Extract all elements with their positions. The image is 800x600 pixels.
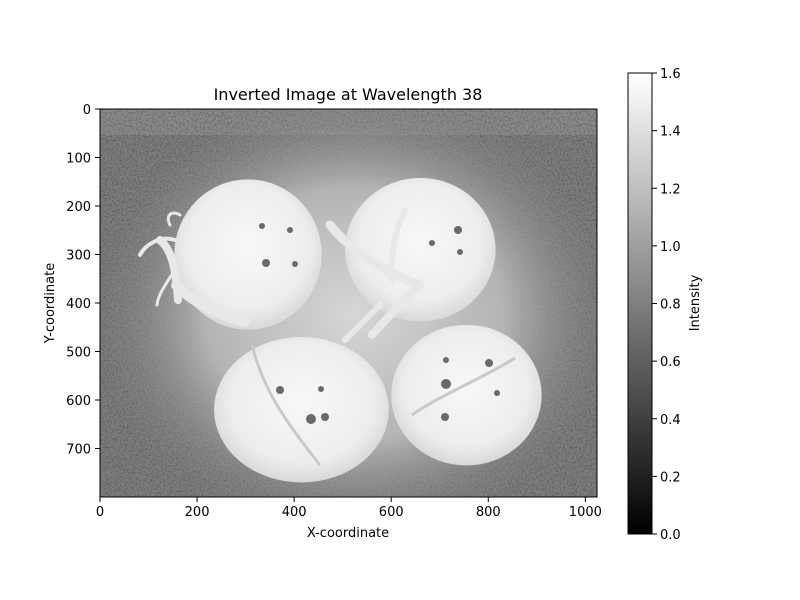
colorbar-ticks: 0.0 0.2 0.4 0.6 0.8 1.0 1.2 1.4 1.6 (652, 67, 681, 543)
tomato-layer (174, 177, 542, 483)
spot (318, 386, 324, 392)
tomato-3 (214, 336, 389, 483)
colorbar-label: Intensity (688, 274, 703, 331)
colorbar-tick-label: 1.6 (660, 67, 681, 82)
x-axis: 0 200 400 600 800 1000 (96, 497, 602, 520)
x-axis-label: X-coordinate (307, 526, 389, 541)
stem-left-2 (171, 280, 250, 327)
spot (494, 390, 500, 396)
stem-center-4 (342, 302, 383, 343)
y-tick-label: 400 (66, 297, 91, 312)
y-tick-label: 100 (66, 152, 91, 167)
tomato-4 (391, 324, 542, 466)
tomato-2 (345, 177, 496, 322)
colorbar-tick-label: 0.0 (660, 528, 681, 543)
x-tick-label: 400 (282, 505, 307, 520)
y-axis-label: Y-coordinate (43, 263, 58, 344)
y-tick-label: 0 (83, 103, 91, 118)
colorbar-tick-label: 1.0 (660, 240, 681, 255)
spot (292, 261, 298, 267)
spot (276, 386, 284, 394)
seed-spots (259, 223, 500, 424)
x-tick-label: 1000 (569, 505, 602, 520)
colorbar-tick-label: 0.6 (660, 355, 681, 370)
y-tick-label: 700 (66, 443, 91, 458)
central-glow (100, 109, 597, 497)
y-tick-label: 600 (66, 394, 91, 409)
stem-center-3 (388, 207, 408, 283)
stem-left-4 (166, 211, 182, 227)
colorbar-tick-label: 0.2 (660, 470, 681, 485)
tomato-lines (250, 344, 516, 466)
y-axis: 0 100 200 300 400 500 600 700 (66, 103, 100, 458)
spot (441, 379, 451, 389)
spot (443, 357, 449, 363)
stem-center-1 (325, 220, 425, 290)
spot (441, 413, 449, 421)
spot (259, 223, 265, 229)
spot (457, 249, 463, 255)
x-tick-label: 800 (476, 505, 501, 520)
x-tick-label: 600 (379, 505, 404, 520)
spot (485, 359, 493, 367)
spot (454, 226, 462, 234)
image-plot-area (100, 109, 597, 497)
colorbar-tick-label: 0.4 (660, 413, 681, 428)
y-tick-label: 300 (66, 249, 91, 264)
spot (287, 227, 293, 233)
colorbar: 0.0 0.2 0.4 0.6 0.8 1.0 1.2 1.4 1.6 Intensity (627, 67, 703, 543)
colorbar-gradient (627, 72, 653, 535)
colorbar-tick-label: 1.2 (660, 182, 681, 197)
x-tick-label: 200 (185, 505, 210, 520)
spot (321, 413, 329, 421)
spot (429, 240, 435, 246)
y-tick-label: 200 (66, 200, 91, 215)
chart-title: Inverted Image at Wavelength 38 (214, 85, 483, 104)
colorbar-tick-label: 0.8 (660, 298, 681, 313)
stem-center-2 (368, 281, 424, 339)
stems (138, 207, 425, 343)
stem-left-5 (155, 268, 177, 307)
y-tick-label: 500 (66, 346, 91, 361)
crack-bottom-right (411, 356, 516, 417)
tomato-1 (174, 179, 322, 330)
spot (306, 414, 316, 424)
crack-bottom-left (250, 344, 322, 466)
x-tick-label: 0 (96, 505, 104, 520)
colorbar-tick-label: 1.4 (660, 125, 681, 140)
spot (262, 259, 270, 267)
stem-left-3 (138, 236, 177, 257)
